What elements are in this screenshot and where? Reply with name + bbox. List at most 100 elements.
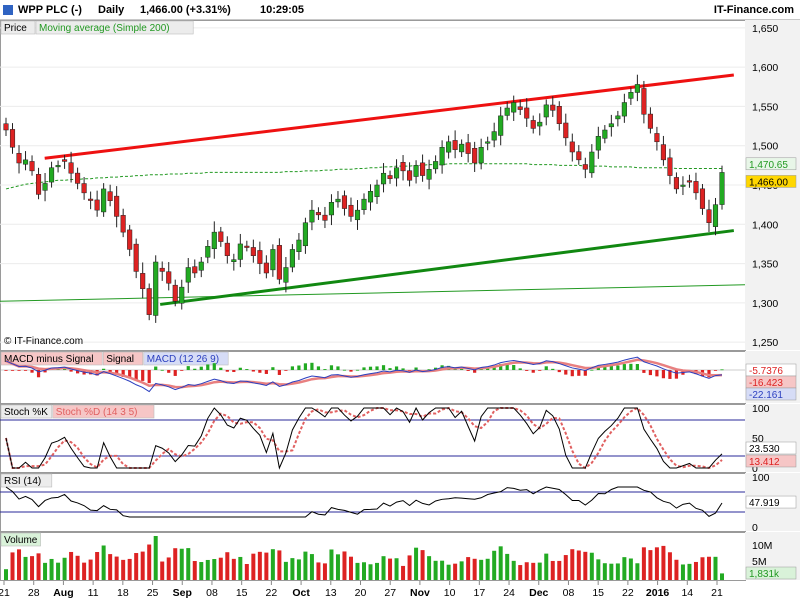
x-axis-label: 20 — [355, 587, 367, 599]
volume-bar — [368, 564, 373, 580]
candle-body — [478, 147, 484, 164]
volume-tick-label: 5M — [752, 556, 767, 568]
macd-histogram-bar — [310, 362, 314, 370]
macd-histogram-bar — [603, 366, 607, 370]
candle-body — [166, 271, 172, 284]
candle-body — [198, 261, 204, 271]
macd-histogram-bar — [590, 369, 594, 371]
volume-bar — [589, 552, 594, 580]
volume-bar — [531, 562, 536, 580]
volume-value-badge — [745, 566, 797, 580]
candle-body — [192, 266, 198, 274]
volume-bar — [602, 563, 607, 580]
volume-bar — [43, 562, 48, 580]
stoch-d-value-badge-text: 13.412 — [749, 457, 780, 468]
candle-body — [400, 162, 406, 172]
macd-histogram-bar — [381, 365, 386, 370]
macd-tag-0: MACD minus Signal — [4, 354, 93, 365]
macd-histogram-bar — [518, 368, 522, 370]
candle-body — [94, 199, 100, 211]
price-tag-bg — [0, 20, 36, 35]
macd-histogram-bar — [544, 366, 548, 370]
candle-body — [354, 209, 361, 221]
ma200-value-badge-text: 1,470.65 — [749, 160, 788, 171]
stoch-k-line — [5, 406, 723, 470]
macd-histogram-bar — [43, 370, 47, 373]
price-tick-label: 1,500 — [752, 141, 778, 153]
x-axis-label: Aug — [53, 587, 73, 599]
volume-bar — [108, 554, 113, 580]
volume-bar — [121, 559, 126, 580]
price-tag-bg — [35, 20, 194, 35]
x-axis-label: Oct — [292, 587, 310, 599]
candle-body — [244, 245, 250, 248]
stoch-tick-label: 100 — [752, 403, 770, 415]
macd-histogram-bar — [427, 369, 431, 371]
candle-body — [699, 188, 706, 209]
macd-histogram-bar — [277, 370, 281, 375]
macd-histogram-bar — [323, 369, 327, 370]
macd-histogram-bar — [128, 370, 132, 379]
chart-header: WPP PLC (-) Daily 1,466.00 (+3.31%) 10:2… — [0, 0, 800, 20]
volume-bar — [570, 549, 575, 580]
candle-body — [289, 249, 295, 268]
x-axis-label: 17 — [473, 587, 485, 599]
volume-bar — [706, 556, 711, 580]
candle-body — [563, 122, 569, 139]
copyright-label: © IT-Finance.com — [4, 336, 83, 347]
stoch-d-line — [5, 406, 723, 470]
volume-bar — [238, 556, 243, 580]
volume-bar — [17, 549, 22, 580]
volume-bar — [114, 556, 119, 580]
macd-tag-bg — [143, 351, 229, 366]
stoch-k-value-badge-text: 23.530 — [749, 444, 780, 455]
rsi-value-badge-text: 47.919 — [749, 498, 780, 509]
macd-value-badge — [745, 387, 797, 401]
macd-histogram-bar — [141, 370, 145, 381]
candle-body — [452, 140, 458, 150]
candle-body — [680, 184, 686, 187]
volume-bar — [693, 561, 698, 580]
candle-body — [608, 123, 614, 128]
macd-histogram-bar — [434, 367, 438, 370]
macd-histogram-bar — [245, 369, 249, 370]
volume-bar — [147, 544, 152, 580]
macd-histogram-bar — [173, 370, 177, 376]
volume-bar — [62, 557, 67, 580]
x-axis-label: 21 — [0, 587, 10, 599]
candle-body — [250, 247, 256, 256]
macd-histogram-bar — [108, 370, 112, 373]
candle-body — [569, 141, 575, 153]
macd-line — [5, 356, 723, 393]
volume-bar — [563, 555, 568, 580]
macd-histogram-bar — [466, 370, 470, 371]
volume-bar — [316, 562, 321, 580]
candle-body — [153, 261, 159, 316]
candle-body — [283, 267, 289, 283]
candle-body — [231, 259, 237, 263]
volume-bar — [303, 551, 308, 580]
volume-bar — [127, 558, 132, 580]
volume-bar — [472, 558, 477, 580]
macd-histogram-bar — [23, 370, 28, 371]
volume-bar — [524, 562, 529, 580]
macd-histogram-bar — [616, 365, 620, 370]
volume-bar — [101, 545, 106, 580]
volume-bar — [30, 556, 35, 580]
volume-bar — [355, 562, 360, 580]
interval-label[interactable]: Daily — [98, 4, 125, 16]
volume-bar — [192, 561, 197, 580]
macd-histogram-bar — [238, 367, 242, 370]
menu-grip-icon[interactable] — [3, 5, 13, 15]
resistance-trendline — [44, 73, 735, 160]
chart-area[interactable]: 1,6501,6001,5501,5001,4501,4001,3501,300… — [0, 20, 800, 600]
candle-body — [3, 123, 9, 131]
macd-histogram-bar — [394, 366, 399, 370]
symbol-name[interactable]: WPP PLC (-) — [18, 4, 82, 16]
x-axis-label: 22 — [622, 587, 634, 599]
macd-histogram-bar — [193, 368, 197, 370]
price-tick-label: 1,550 — [752, 101, 778, 113]
volume-bar — [466, 557, 471, 580]
volume-bar — [687, 563, 692, 580]
candle-body — [328, 202, 335, 216]
